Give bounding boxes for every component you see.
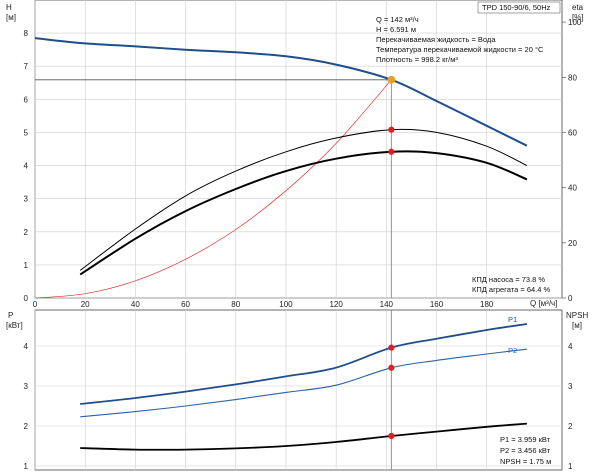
- top-grid: [34, 0, 562, 299]
- q-tick-label: 60: [181, 300, 190, 309]
- q-tick-label: 120: [329, 300, 343, 309]
- npsh-tick-label: 4: [568, 342, 573, 351]
- unit-efficiency: КПД агрегата = 64.4 %: [472, 285, 550, 294]
- head-tick-label: 8: [24, 29, 29, 38]
- head-tick-label: 1: [24, 261, 29, 270]
- power-tick-label: 4: [24, 342, 29, 351]
- head-curve: [34, 37, 528, 147]
- title-box: [477, 1, 561, 14]
- info-liquid: Перекачиваемая жидкость = Вода: [376, 35, 496, 44]
- axis-ticks: 0 20 40 60 80 100 120 140 160 1800123456780204060…: [24, 18, 582, 471]
- bottom-grid: [34, 310, 562, 470]
- npsh-tick-label: 3: [568, 382, 573, 391]
- eta-tick-label: 100: [568, 18, 582, 27]
- head-tick-label: 3: [24, 195, 29, 204]
- info-p2: P2 = 3.456 кВт: [500, 446, 551, 455]
- eta-axis-unit: [%]: [572, 13, 584, 22]
- pump-efficiency-marker: [388, 126, 395, 133]
- npsh-axis-unit: [м]: [572, 321, 582, 330]
- p1-curve-label: P1: [508, 315, 517, 324]
- info-npsh: NPSH = 1.75 м: [500, 457, 551, 466]
- head-tick-label: 7: [24, 62, 29, 71]
- npsh-marker: [388, 432, 395, 440]
- pump-efficiency: КПД насоса = 73.8 %: [472, 275, 545, 284]
- curves: [34, 37, 528, 470]
- operating-point-marker: [387, 75, 396, 84]
- head-axis-unit: [м]: [6, 13, 16, 22]
- system-curve: [34, 79, 392, 299]
- pump-title: TPD 150-90/6, 50Hz: [482, 3, 551, 12]
- q-tick-label: 80: [231, 300, 240, 309]
- head-tick-label: 6: [24, 95, 29, 104]
- info-temperature: Температура перекачиваемой жидкости = 20…: [376, 45, 544, 54]
- p2-marker: [388, 364, 395, 371]
- q-tick-label: 100: [279, 300, 293, 309]
- p2-curve: [80, 348, 527, 418]
- pump-efficiency-curve: [79, 128, 528, 271]
- power-axis-unit: [кВт]: [6, 321, 23, 330]
- info-p1: P1 = 3.959 кВт: [500, 435, 551, 444]
- q-tick-label: 140: [380, 300, 394, 309]
- q-tick-label: 40: [131, 300, 140, 309]
- npsh-curve: [80, 422, 527, 451]
- head-tick-label: 0: [24, 294, 29, 303]
- npsh-tick-label: 2: [568, 422, 573, 431]
- q-tick-label: 160: [430, 300, 444, 309]
- eta-axis-label: eta: [572, 3, 584, 12]
- q-tick-label: 0: [33, 300, 38, 309]
- p1-curve: [80, 323, 528, 405]
- unit-efficiency-marker: [388, 148, 395, 155]
- head-tick-label: 2: [24, 228, 29, 237]
- power-tick-label: 1: [24, 462, 29, 471]
- markers: [387, 75, 396, 440]
- q-axis-label: Q [м³/ч]: [530, 299, 557, 308]
- p2-curve-label: P2: [508, 346, 517, 355]
- p1-marker: [388, 344, 395, 351]
- power-tick-label: 2: [24, 422, 29, 431]
- npsh-tick-label: 1: [568, 462, 573, 471]
- npsh-axis-label: NPSH: [566, 311, 588, 320]
- eta-tick-label: 60: [568, 128, 577, 137]
- unit-efficiency-curve: [79, 150, 528, 276]
- head-tick-label: 4: [24, 162, 29, 171]
- q-tick-label: 180: [480, 300, 494, 309]
- eta-tick-label: 40: [568, 184, 577, 193]
- info-flow: Q = 142 м³/ч: [376, 15, 419, 24]
- eta-tick-label: 20: [568, 239, 577, 248]
- power-tick-label: 3: [24, 382, 29, 391]
- info-head: H = 6.591 м: [376, 25, 416, 34]
- info-density: Плотность = 998.2 кг/м³: [376, 55, 458, 64]
- eta-tick-label: 0: [568, 294, 573, 303]
- q-tick-label: 20: [81, 300, 90, 309]
- power-axis-label: P: [8, 311, 13, 320]
- eta-tick-label: 80: [568, 73, 577, 82]
- head-tick-label: 5: [24, 128, 29, 137]
- head-axis-label: H: [6, 3, 12, 12]
